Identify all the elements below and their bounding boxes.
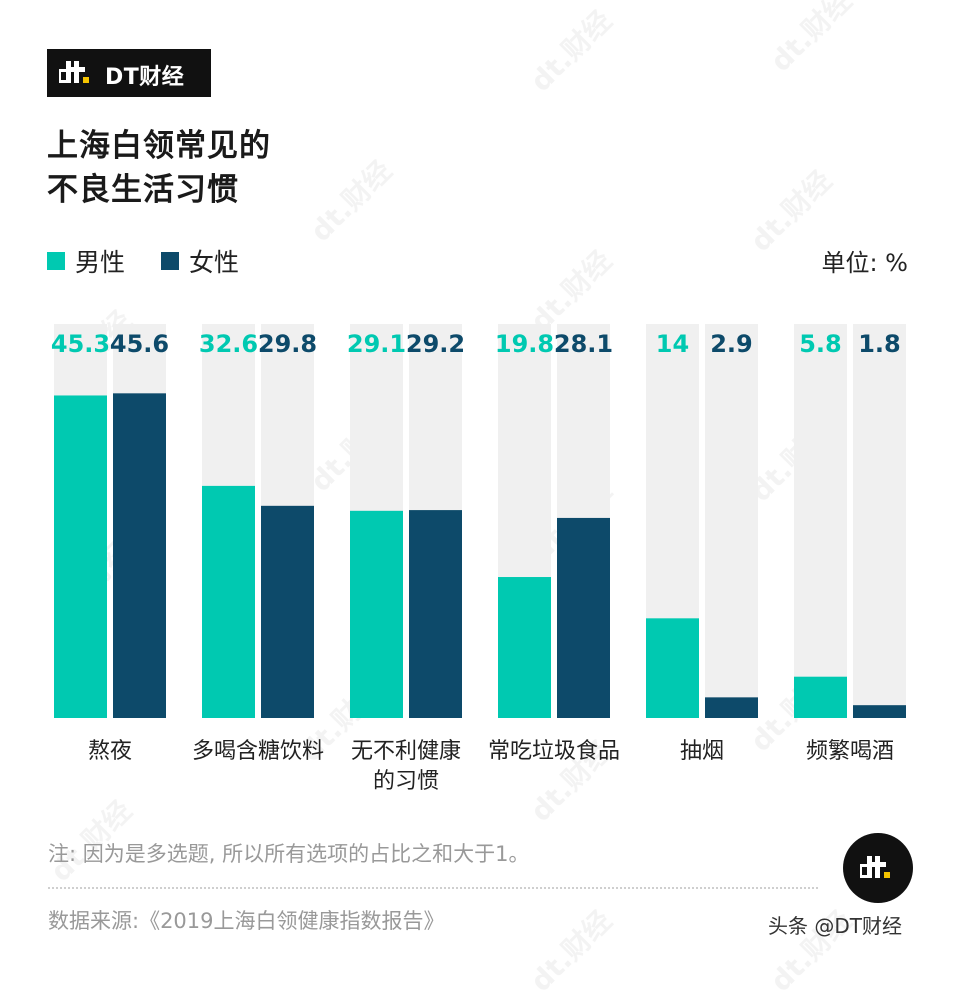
- legend-label-female: 女性: [189, 248, 240, 277]
- data-label-male: 29.1: [347, 330, 406, 358]
- category-label: 的习惯: [373, 769, 439, 794]
- dt-badge-icon: [843, 833, 913, 903]
- category-label: 熬夜: [88, 739, 132, 764]
- bar-female: [853, 705, 906, 718]
- page-title: 上海白领常见的 不良生活习惯: [47, 124, 271, 212]
- data-label-female: 2.9: [710, 330, 753, 358]
- brand-logo: DT财经: [47, 49, 211, 97]
- divider: [48, 887, 818, 889]
- dt-logo-icon: [59, 61, 89, 83]
- watermark: dt.财经: [521, 900, 620, 999]
- data-label-female: 29.2: [406, 330, 465, 358]
- legend-item-female: 女性: [161, 243, 239, 279]
- data-label-female: 45.6: [110, 330, 169, 358]
- legend-item-male: 男性: [47, 243, 125, 279]
- data-label-female: 29.8: [258, 330, 317, 358]
- data-label-male: 5.8: [799, 330, 842, 358]
- category-label: 多喝含糖饮料: [192, 739, 324, 764]
- category-label: 常吃垃圾食品: [488, 739, 620, 764]
- data-label-female: 1.8: [858, 330, 901, 358]
- bar-track: [794, 324, 847, 718]
- bar-male: [202, 485, 255, 718]
- data-label-female: 28.1: [554, 330, 613, 358]
- bar-track: [705, 324, 758, 718]
- bar-male: [646, 618, 699, 718]
- footnote: 注: 因为是多选题, 所以所有选项的占比之和大于1。: [48, 842, 530, 866]
- source-note: 数据来源:《2019上海白领健康指数报告》: [48, 909, 445, 933]
- watermark: dt.财经: [521, 0, 620, 99]
- category-label: 抽烟: [680, 739, 724, 764]
- legend-swatch-male: [47, 252, 65, 270]
- legend-label-male: 男性: [75, 248, 126, 277]
- bar-female: [705, 697, 758, 718]
- data-label-male: 32.6: [199, 330, 258, 358]
- legend: 男性 女性: [47, 243, 275, 279]
- watermark: dt.财经: [761, 0, 860, 80]
- bar-female: [113, 393, 166, 718]
- unit-label: 单位: %: [821, 249, 908, 277]
- bar-female: [261, 505, 314, 718]
- bar-track: [853, 324, 906, 718]
- bar-chart: 45.3 45.6 熬夜 32.6 29.8 多喝含糖饮料 29.1 29.2 无不利健康的习惯…: [51, 324, 906, 794]
- data-label-male: 45.3: [51, 330, 110, 358]
- bar-female: [409, 510, 462, 718]
- footer-watermark: 头条 @DT财经: [768, 914, 902, 938]
- title-line-2: 不良生活习惯: [47, 172, 239, 208]
- title-line-1: 上海白领常见的: [47, 128, 271, 164]
- bar-male: [498, 577, 551, 718]
- watermark: dt.财经: [301, 150, 400, 249]
- category-label: 无不利健康: [351, 739, 461, 764]
- brand-name: DT财经: [105, 65, 185, 90]
- data-label-male: 19.8: [495, 330, 554, 358]
- bar-female: [557, 517, 610, 718]
- data-label-male: 14: [656, 330, 689, 358]
- bar-male: [350, 510, 403, 718]
- bar-male: [794, 676, 847, 718]
- bar-male: [54, 395, 107, 718]
- legend-swatch-female: [161, 252, 180, 270]
- category-label: 频繁喝酒: [806, 739, 894, 764]
